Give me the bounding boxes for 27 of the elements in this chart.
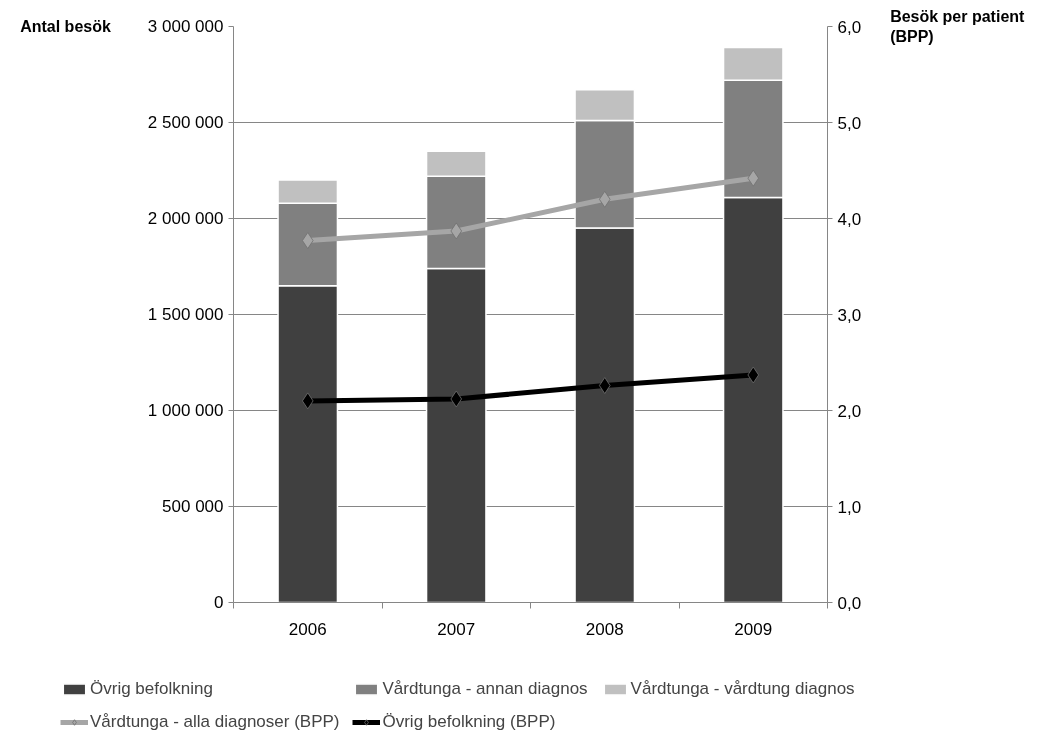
y-tick-label: 1 000 000 [147,401,224,420]
y-axis-title: Antal besök [20,18,111,35]
y2-tick-label: 0,0 [837,593,862,613]
y-tick-label: 2 000 000 [147,209,224,228]
point [302,232,314,249]
y2-tick-label: 2,0 [837,401,862,421]
point [599,377,611,394]
y2-tick-label: 6,0 [837,17,862,37]
x-tick-label: 2009 [734,619,773,639]
legend-label: Övrig befolkning (BPP) [382,712,556,732]
y-tick-label: 1 500 000 [147,305,224,324]
y-tick-label: 500 000 [162,497,224,516]
legend-label: Vårdtunga - annan diagnos [382,679,588,699]
legend-label: Vårdtunga - alla diagnoser (BPP) [90,712,340,732]
y2-axis-title: Besök per patient (BPP) [890,7,1026,46]
y-tick-label: 2 500 000 [147,113,224,132]
x-tick-label: 2008 [585,619,624,639]
y2-tick-label: 3,0 [837,305,862,325]
y-tick-label: 0 [214,593,224,612]
y-tick-label: 3 000 000 [147,17,224,36]
legend-label: Vårdtunga - vårdtung diagnos [630,679,855,699]
y2-tick-label: 4,0 [837,209,862,229]
y2-tick-label: 5,0 [837,113,862,133]
legend-label: Övrig befolkning [90,679,213,699]
x-tick-label: 2006 [288,619,327,639]
y2-tick-label: 1,0 [837,497,862,517]
x-tick-label: 2007 [437,619,476,639]
